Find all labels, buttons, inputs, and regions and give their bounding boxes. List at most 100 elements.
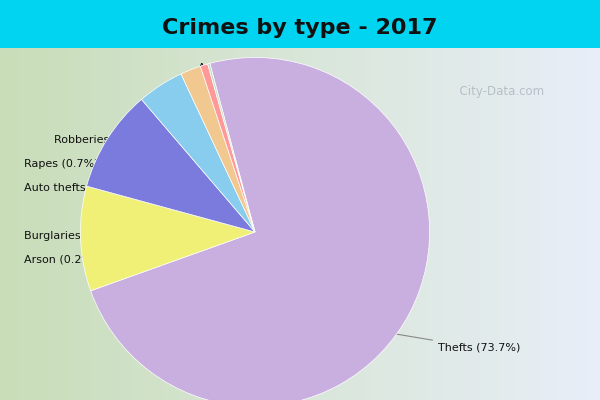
Wedge shape xyxy=(200,64,255,232)
Bar xyxy=(354,48,360,400)
Bar xyxy=(246,48,252,400)
Bar xyxy=(522,48,528,400)
Bar xyxy=(264,48,270,400)
Bar xyxy=(336,48,342,400)
Bar xyxy=(120,48,126,400)
Bar xyxy=(366,48,372,400)
Bar xyxy=(588,48,594,400)
Bar xyxy=(318,48,324,400)
Bar xyxy=(36,48,42,400)
Bar xyxy=(6,48,12,400)
Bar xyxy=(486,48,492,400)
Bar xyxy=(168,48,174,400)
Bar xyxy=(516,48,522,400)
Bar xyxy=(390,48,396,400)
Bar xyxy=(66,48,72,400)
Bar xyxy=(462,48,468,400)
Bar xyxy=(450,48,456,400)
Bar xyxy=(330,48,336,400)
Bar xyxy=(438,48,444,400)
Bar xyxy=(540,48,546,400)
Text: City-Data.com: City-Data.com xyxy=(452,86,544,98)
Bar xyxy=(258,48,264,400)
Wedge shape xyxy=(80,186,255,291)
Bar xyxy=(78,48,84,400)
Bar xyxy=(558,48,564,400)
Bar xyxy=(18,48,24,400)
Bar xyxy=(582,48,588,400)
Bar xyxy=(90,48,96,400)
Bar xyxy=(372,48,378,400)
Bar xyxy=(252,48,258,400)
Bar xyxy=(384,48,390,400)
Text: Arson (0.2%): Arson (0.2%) xyxy=(24,252,123,265)
Bar xyxy=(474,48,480,400)
Bar xyxy=(276,48,282,400)
Bar xyxy=(504,48,510,400)
Wedge shape xyxy=(86,99,255,232)
Bar xyxy=(114,48,120,400)
Text: Thefts (73.7%): Thefts (73.7%) xyxy=(363,328,520,353)
Bar xyxy=(156,48,162,400)
Bar xyxy=(282,48,288,400)
Bar xyxy=(210,48,216,400)
Bar xyxy=(240,48,246,400)
Text: Auto thefts (9.5%): Auto thefts (9.5%) xyxy=(24,183,147,193)
Bar xyxy=(402,48,408,400)
Bar xyxy=(528,48,534,400)
Bar xyxy=(498,48,504,400)
Bar xyxy=(510,48,516,400)
Bar xyxy=(360,48,366,400)
Bar xyxy=(534,48,540,400)
Bar xyxy=(234,48,240,400)
Bar xyxy=(12,48,18,400)
Bar xyxy=(72,48,78,400)
Bar xyxy=(546,48,552,400)
Bar xyxy=(444,48,450,400)
Bar xyxy=(174,48,180,400)
Bar xyxy=(324,48,330,400)
Bar xyxy=(102,48,108,400)
Bar xyxy=(228,48,234,400)
Bar xyxy=(456,48,462,400)
Bar xyxy=(216,48,222,400)
Bar xyxy=(126,48,132,400)
Bar xyxy=(414,48,420,400)
Bar xyxy=(60,48,66,400)
Bar xyxy=(576,48,582,400)
Bar xyxy=(294,48,300,400)
Bar xyxy=(348,48,354,400)
Text: Burglaries (9.7%): Burglaries (9.7%) xyxy=(24,231,129,241)
Bar xyxy=(204,48,210,400)
Bar xyxy=(312,48,318,400)
Bar xyxy=(54,48,60,400)
Bar xyxy=(468,48,474,400)
Bar xyxy=(0,48,6,400)
Bar xyxy=(108,48,114,400)
Bar xyxy=(96,48,102,400)
Bar xyxy=(378,48,384,400)
Text: Rapes (0.7%): Rapes (0.7%) xyxy=(24,159,135,172)
Bar xyxy=(342,48,348,400)
Bar xyxy=(222,48,228,400)
Bar xyxy=(306,48,312,400)
Bar xyxy=(192,48,198,400)
Wedge shape xyxy=(142,74,255,232)
Wedge shape xyxy=(208,64,255,232)
Bar xyxy=(48,48,54,400)
Bar xyxy=(24,48,30,400)
Bar xyxy=(564,48,570,400)
Bar xyxy=(552,48,558,400)
Bar xyxy=(480,48,486,400)
Bar xyxy=(270,48,276,400)
Bar xyxy=(426,48,432,400)
Bar xyxy=(138,48,144,400)
Bar xyxy=(594,48,600,400)
Bar xyxy=(492,48,498,400)
Bar xyxy=(162,48,168,400)
Bar xyxy=(84,48,90,400)
Bar xyxy=(30,48,36,400)
Bar xyxy=(132,48,138,400)
Wedge shape xyxy=(91,58,430,400)
Bar xyxy=(198,48,204,400)
